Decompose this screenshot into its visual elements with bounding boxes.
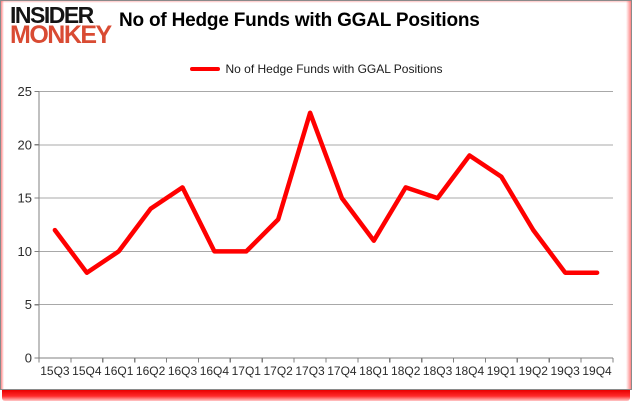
chart-title: No of Hedge Funds with GGAL Positions (119, 10, 480, 31)
logo-monkey-text: MONKEY (10, 21, 112, 50)
x-axis-label-17Q4: 17Q4 (327, 364, 357, 378)
x-axis-label-16Q4: 16Q4 (200, 364, 230, 378)
x-axis-label-18Q3: 18Q3 (423, 364, 453, 378)
x-axis-label-16Q1: 16Q1 (104, 364, 134, 378)
x-axis-label-19Q2: 19Q2 (519, 364, 549, 378)
y-axis-label-15: 15 (18, 191, 32, 206)
logo-insider-text: INSIDER (10, 2, 94, 28)
x-axis-label-16Q3: 16Q3 (168, 364, 198, 378)
x-axis-label-16Q2: 16Q2 (136, 364, 166, 378)
x-axis-label-19Q4: 19Q4 (582, 364, 612, 378)
red-border-bar (2, 390, 630, 401)
x-axis-label-15Q4: 15Q4 (72, 364, 102, 378)
x-axis-label-17Q2: 17Q2 (263, 364, 293, 378)
x-axis-label-18Q2: 18Q2 (391, 364, 421, 378)
x-axis-label-19Q1: 19Q1 (487, 364, 517, 378)
y-axis-label-0: 0 (25, 351, 32, 366)
y-axis-label-25: 25 (18, 84, 32, 99)
series-line (52, 110, 600, 275)
x-axis-label-19Q3: 19Q3 (550, 364, 580, 378)
insider-monkey-logo: INSIDER MONKEY (10, 2, 112, 50)
y-axis-label-10: 10 (18, 244, 32, 259)
chart-frame: INSIDER MONKEY No of Hedge Funds with GG… (0, 0, 632, 390)
legend-line-swatch (189, 67, 220, 71)
x-axis-label-17Q3: 17Q3 (295, 364, 325, 378)
x-axis-label-15Q3: 15Q3 (40, 364, 70, 378)
legend-label: No of Hedge Funds with GGAL Positions (225, 62, 443, 76)
legend: No of Hedge Funds with GGAL Positions (1, 60, 631, 78)
y-axis-label-5: 5 (25, 297, 32, 312)
x-axis-label-17Q1: 17Q1 (232, 364, 262, 378)
x-axis-label-18Q4: 18Q4 (455, 364, 485, 378)
y-axis-label-20: 20 (18, 137, 32, 152)
x-axis-label-18Q1: 18Q1 (359, 364, 389, 378)
